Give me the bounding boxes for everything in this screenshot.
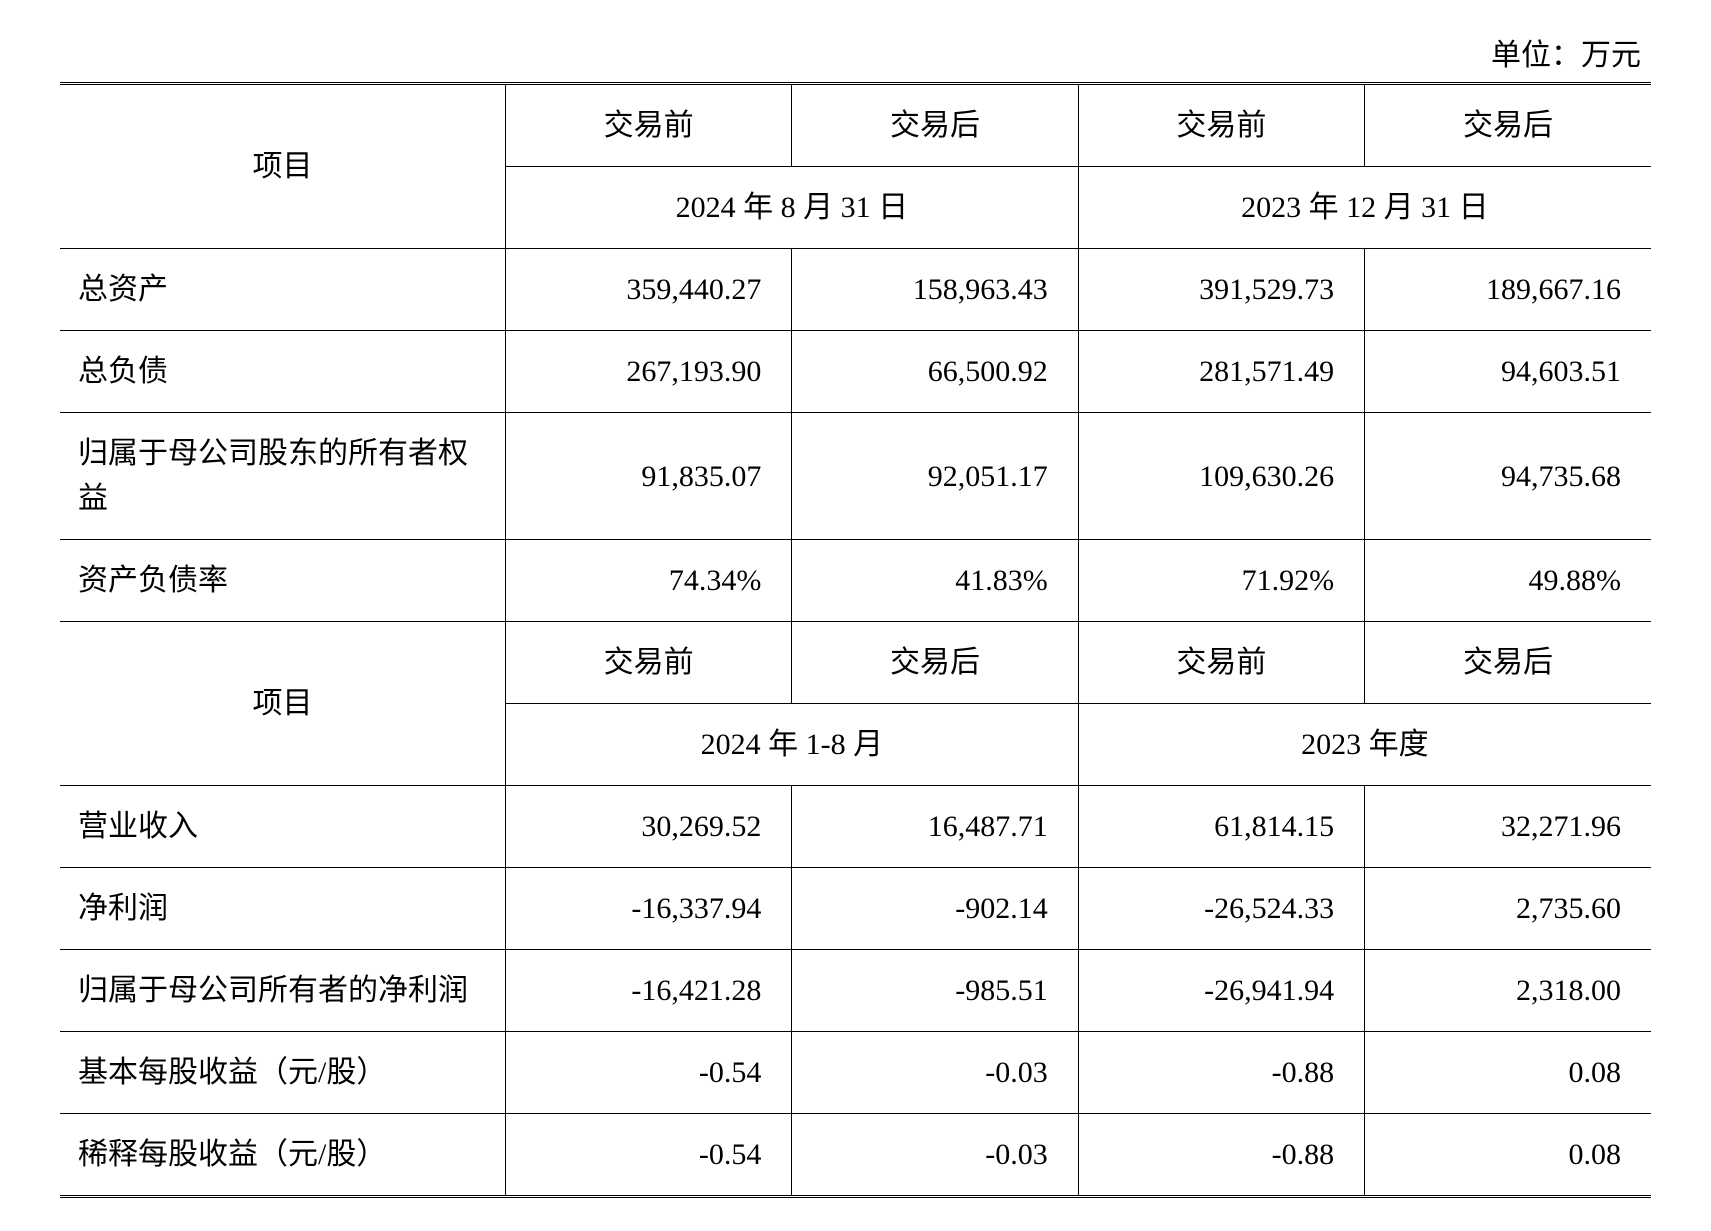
col-header-after: 交易后 bbox=[792, 622, 1078, 704]
table-header-row: 项目 交易前 交易后 交易前 交易后 bbox=[60, 622, 1651, 704]
row-label: 归属于母公司股东的所有者权益 bbox=[60, 413, 505, 540]
col-header-before: 交易前 bbox=[505, 84, 791, 167]
date-header: 2024 年 8 月 31 日 bbox=[505, 167, 1078, 249]
table-row: 归属于母公司所有者的净利润 -16,421.28 -985.51 -26,941… bbox=[60, 950, 1651, 1032]
row-value: 0.08 bbox=[1365, 1032, 1651, 1114]
table-header-row: 项目 交易前 交易后 交易前 交易后 bbox=[60, 84, 1651, 167]
table-row: 稀释每股收益（元/股） -0.54 -0.03 -0.88 0.08 bbox=[60, 1114, 1651, 1197]
row-value: -16,421.28 bbox=[505, 950, 791, 1032]
row-value: 359,440.27 bbox=[505, 249, 791, 331]
row-value: 391,529.73 bbox=[1078, 249, 1364, 331]
row-label: 总负债 bbox=[60, 331, 505, 413]
row-label: 基本每股收益（元/股） bbox=[60, 1032, 505, 1114]
row-value: 158,963.43 bbox=[792, 249, 1078, 331]
row-value: 74.34% bbox=[505, 540, 791, 622]
unit-label: 单位：万元 bbox=[60, 30, 1651, 74]
table-row: 总资产 359,440.27 158,963.43 391,529.73 189… bbox=[60, 249, 1651, 331]
row-value: 66,500.92 bbox=[792, 331, 1078, 413]
row-label: 资产负债率 bbox=[60, 540, 505, 622]
row-label: 净利润 bbox=[60, 868, 505, 950]
col-header-after: 交易后 bbox=[1365, 622, 1651, 704]
row-value: -0.54 bbox=[505, 1032, 791, 1114]
row-label: 稀释每股收益（元/股） bbox=[60, 1114, 505, 1197]
date-header: 2024 年 1-8 月 bbox=[505, 704, 1078, 786]
row-value: 92,051.17 bbox=[792, 413, 1078, 540]
row-label: 总资产 bbox=[60, 249, 505, 331]
row-value: 30,269.52 bbox=[505, 786, 791, 868]
row-value: -902.14 bbox=[792, 868, 1078, 950]
col-header-after: 交易后 bbox=[1365, 84, 1651, 167]
row-label: 营业收入 bbox=[60, 786, 505, 868]
row-value: -0.54 bbox=[505, 1114, 791, 1197]
row-value: 2,318.00 bbox=[1365, 950, 1651, 1032]
row-value: -0.03 bbox=[792, 1032, 1078, 1114]
row-value: 61,814.15 bbox=[1078, 786, 1364, 868]
financial-table: 项目 交易前 交易后 交易前 交易后 2024 年 8 月 31 日 2023 … bbox=[60, 82, 1651, 1198]
date-header: 2023 年 12 月 31 日 bbox=[1078, 167, 1651, 249]
date-header: 2023 年度 bbox=[1078, 704, 1651, 786]
table-row: 基本每股收益（元/股） -0.54 -0.03 -0.88 0.08 bbox=[60, 1032, 1651, 1114]
item-header: 项目 bbox=[60, 622, 505, 786]
item-header: 项目 bbox=[60, 84, 505, 249]
row-value: -26,524.33 bbox=[1078, 868, 1364, 950]
row-value: 2,735.60 bbox=[1365, 868, 1651, 950]
row-value: 16,487.71 bbox=[792, 786, 1078, 868]
row-value: -985.51 bbox=[792, 950, 1078, 1032]
row-value: 94,735.68 bbox=[1365, 413, 1651, 540]
col-header-before: 交易前 bbox=[1078, 622, 1364, 704]
row-value: -0.88 bbox=[1078, 1032, 1364, 1114]
row-value: 109,630.26 bbox=[1078, 413, 1364, 540]
table-row: 营业收入 30,269.52 16,487.71 61,814.15 32,27… bbox=[60, 786, 1651, 868]
row-value: 281,571.49 bbox=[1078, 331, 1364, 413]
row-value: 71.92% bbox=[1078, 540, 1364, 622]
row-value: 267,193.90 bbox=[505, 331, 791, 413]
col-header-before: 交易前 bbox=[505, 622, 791, 704]
table-row: 资产负债率 74.34% 41.83% 71.92% 49.88% bbox=[60, 540, 1651, 622]
row-value: 32,271.96 bbox=[1365, 786, 1651, 868]
row-value: -26,941.94 bbox=[1078, 950, 1364, 1032]
row-value: -0.88 bbox=[1078, 1114, 1364, 1197]
col-header-before: 交易前 bbox=[1078, 84, 1364, 167]
row-value: 41.83% bbox=[792, 540, 1078, 622]
col-header-after: 交易后 bbox=[792, 84, 1078, 167]
row-value: -0.03 bbox=[792, 1114, 1078, 1197]
table-row: 归属于母公司股东的所有者权益 91,835.07 92,051.17 109,6… bbox=[60, 413, 1651, 540]
row-value: 0.08 bbox=[1365, 1114, 1651, 1197]
table-row: 净利润 -16,337.94 -902.14 -26,524.33 2,735.… bbox=[60, 868, 1651, 950]
row-value: 91,835.07 bbox=[505, 413, 791, 540]
row-label: 归属于母公司所有者的净利润 bbox=[60, 950, 505, 1032]
row-value: -16,337.94 bbox=[505, 868, 791, 950]
row-value: 94,603.51 bbox=[1365, 331, 1651, 413]
table-row: 总负债 267,193.90 66,500.92 281,571.49 94,6… bbox=[60, 331, 1651, 413]
row-value: 189,667.16 bbox=[1365, 249, 1651, 331]
row-value: 49.88% bbox=[1365, 540, 1651, 622]
